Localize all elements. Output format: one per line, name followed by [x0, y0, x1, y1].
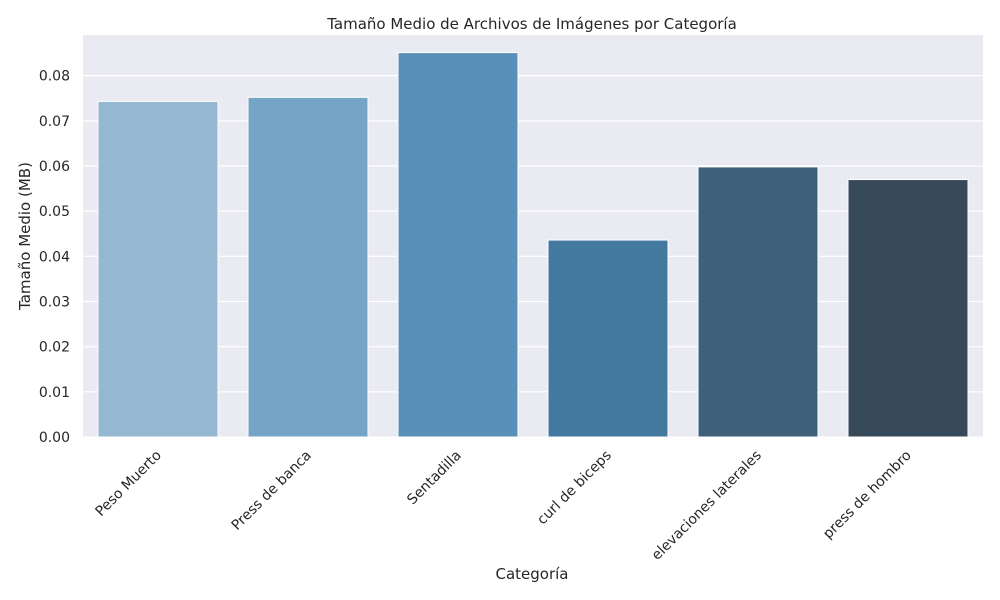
chart-title: Tamaño Medio de Archivos de Imágenes por…	[326, 15, 737, 33]
plot-background	[83, 35, 983, 437]
x-tick-label: press de hombro	[820, 448, 915, 543]
bar-3	[397, 52, 519, 438]
y-tick-label: 0.03	[39, 294, 70, 310]
y-tick-label: 0.04	[39, 249, 70, 265]
bar-2	[247, 96, 369, 438]
x-tick-label: Peso Muerto	[93, 448, 165, 520]
y-tick-label: 0.07	[39, 114, 70, 130]
gridlines	[83, 75, 983, 438]
x-axis-label: Categoría	[495, 565, 568, 583]
bar-4	[547, 239, 669, 438]
y-axis-label: Tamaño Medio (MB)	[16, 162, 34, 311]
y-tick-label: 0.00	[39, 430, 70, 446]
bars	[97, 52, 969, 438]
x-tick-label: elevaciones laterales	[649, 448, 765, 564]
x-tick-label: Press de banca	[229, 448, 315, 534]
y-tick-label: 0.01	[39, 385, 70, 401]
y-tick-label: 0.05	[39, 204, 70, 220]
x-tick-label: curl de biceps	[534, 448, 615, 529]
bar-6	[847, 179, 969, 438]
y-tick-labels: 0.00 0.01 0.02 0.03 0.04 0.05 0.06 0.07 0.08	[39, 69, 70, 446]
y-tick-label: 0.02	[39, 340, 70, 356]
y-tick-label: 0.08	[39, 69, 70, 85]
bar-1	[97, 100, 219, 438]
bar-5	[697, 166, 819, 438]
y-tick-label: 0.06	[39, 159, 70, 175]
x-tick-label: Sentadilla	[404, 448, 465, 509]
x-tick-labels: Peso Muerto Press de banca Sentadilla curl …	[93, 448, 915, 564]
